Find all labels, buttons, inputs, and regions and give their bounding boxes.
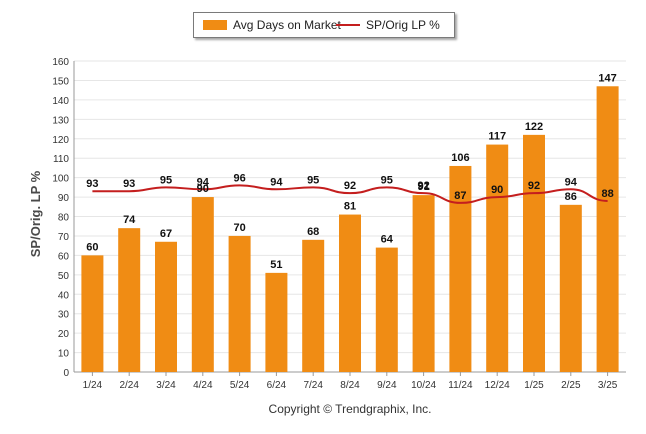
- line-data-label: 94: [565, 176, 578, 188]
- bar-data-label: 147: [598, 72, 616, 84]
- line-data-label: 93: [123, 178, 135, 190]
- y-tick-label: 60: [58, 251, 70, 262]
- y-tick-label: 50: [58, 271, 70, 282]
- bar-data-label: 90: [197, 183, 209, 195]
- bar: [486, 144, 509, 372]
- line-data-label: 92: [528, 180, 540, 192]
- bar: [265, 272, 288, 372]
- legend-label-sp-orig: SP/Orig LP %: [366, 18, 440, 32]
- bar: [375, 247, 398, 372]
- bar: [523, 134, 545, 372]
- bar: [559, 204, 582, 372]
- bar: [449, 165, 472, 372]
- y-tick-label: 30: [58, 310, 70, 321]
- x-tick-label: 2/24: [119, 380, 139, 391]
- y-tick-label: 70: [58, 232, 70, 243]
- bar-data-label: 74: [123, 214, 136, 226]
- bar-data-label: 64: [381, 234, 394, 246]
- y-tick-label: 20: [58, 329, 70, 340]
- bar-data-label: 68: [307, 226, 319, 238]
- bar-data-label: 117: [488, 131, 506, 143]
- bar: [191, 197, 214, 372]
- bar-data-label: 81: [344, 201, 356, 213]
- x-tick-label: 6/24: [267, 380, 287, 391]
- bar-data-label: 91: [417, 181, 429, 193]
- x-tick-label: 10/24: [411, 380, 436, 391]
- y-tick-label: 40: [58, 290, 70, 301]
- bar: [118, 228, 141, 372]
- x-tick-label: 5/24: [230, 380, 250, 391]
- legend-swatch-line: [336, 24, 360, 26]
- line-data-label: 95: [160, 174, 172, 186]
- line-data-label: 94: [270, 176, 283, 188]
- line-series-sp-orig: [92, 184, 608, 204]
- legend-item-sp-orig: SP/Orig LP %: [336, 18, 440, 32]
- bar-data-label: 67: [160, 228, 172, 240]
- bar-data-label: 86: [565, 191, 577, 203]
- y-tick-label: 90: [58, 193, 70, 204]
- y-tick-label: 160: [52, 57, 69, 68]
- y-tick-label: 150: [52, 76, 69, 87]
- bar-data-label: 106: [451, 152, 469, 164]
- bar-data-label: 70: [233, 222, 245, 234]
- copyright-text: Copyright © Trendgraphix, Inc.: [268, 402, 432, 416]
- x-tick-label: 2/25: [561, 380, 581, 391]
- y-tick-label: 10: [58, 349, 70, 360]
- x-tick-label: 7/24: [303, 380, 323, 391]
- bar: [596, 86, 619, 373]
- line-data-label: 88: [601, 188, 613, 200]
- x-tick-label: 1/24: [83, 380, 103, 391]
- bar: [302, 239, 325, 372]
- x-tick-label: 1/25: [524, 380, 544, 391]
- chart-legend: Avg Days on Market SP/Orig LP %: [193, 12, 455, 38]
- y-tick-label: 100: [52, 174, 69, 185]
- line-data-label: 93: [86, 178, 98, 190]
- line-data-label: 95: [307, 174, 319, 186]
- line-data-label: 87: [454, 190, 466, 202]
- line-data-label: 96: [233, 172, 245, 184]
- y-tick-label: 120: [52, 135, 69, 146]
- y-tick-label: 80: [58, 213, 70, 224]
- bar-data-label: 51: [270, 259, 282, 271]
- bar-data-label: 122: [525, 121, 543, 133]
- legend-label-avg-days: Avg Days on Market: [233, 18, 341, 32]
- legend-swatch-bar: [203, 20, 227, 30]
- line-data-label: 90: [491, 184, 503, 196]
- y-tick-label: 140: [52, 96, 69, 107]
- line-data-label: 94: [197, 176, 210, 188]
- bar: [412, 195, 435, 372]
- bar-data-label: 60: [86, 241, 98, 253]
- x-tick-label: 3/25: [598, 380, 618, 391]
- bar: [155, 241, 177, 372]
- x-tick-label: 8/24: [340, 380, 360, 391]
- x-tick-label: 9/24: [377, 380, 397, 391]
- bar: [339, 214, 361, 372]
- y-tick-label: 110: [53, 154, 69, 165]
- x-tick-label: 12/24: [485, 380, 510, 391]
- line-data-label: 92: [417, 180, 429, 192]
- line-data-label: 95: [381, 174, 393, 186]
- x-tick-label: 3/24: [156, 380, 176, 391]
- legend-item-avg-days: Avg Days on Market: [203, 18, 341, 32]
- bar: [228, 235, 251, 372]
- y-tick-label: 0: [63, 368, 69, 379]
- x-tick-label: 4/24: [193, 380, 213, 391]
- bar: [81, 255, 104, 372]
- x-tick-label: 11/24: [448, 380, 473, 391]
- line-data-label: 92: [344, 180, 356, 192]
- y-tick-label: 130: [52, 115, 69, 126]
